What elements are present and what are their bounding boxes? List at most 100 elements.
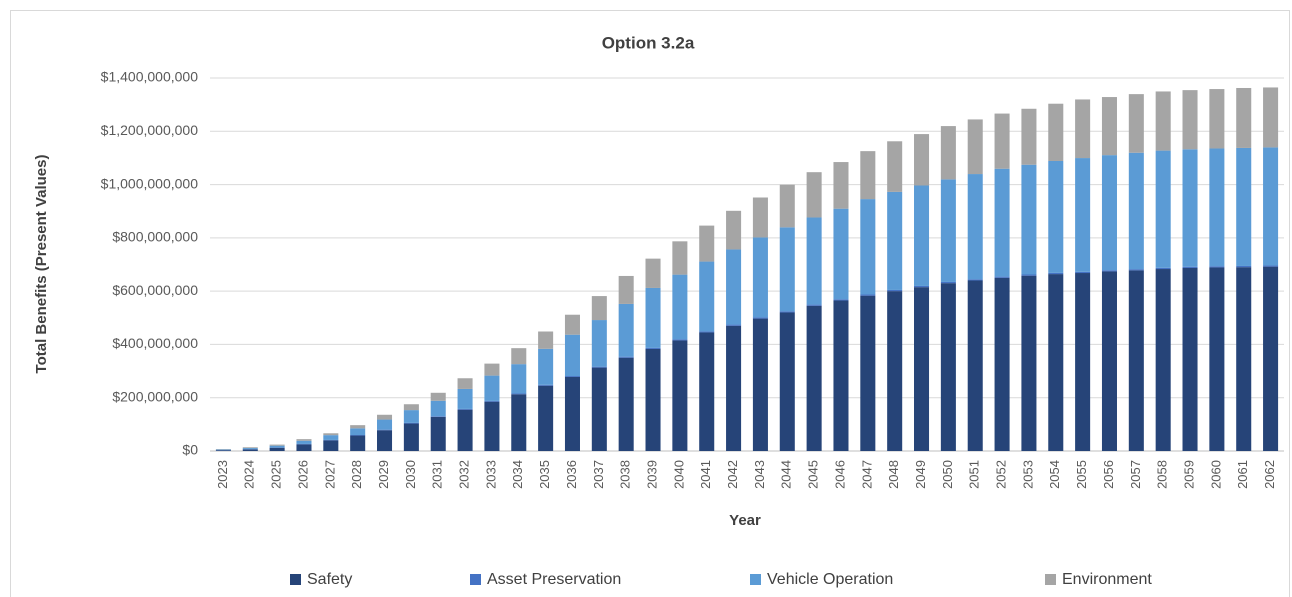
x-tick-label: 2025 bbox=[269, 460, 284, 489]
bar-segment bbox=[377, 414, 393, 420]
x-tick-label: 2035 bbox=[537, 460, 552, 489]
bar-segment bbox=[833, 299, 849, 301]
x-tick-label: 2036 bbox=[564, 460, 579, 489]
bar-segment bbox=[269, 447, 285, 451]
bar-segment bbox=[726, 324, 742, 326]
bar-segment bbox=[1209, 89, 1225, 149]
x-tick-label: 2054 bbox=[1047, 460, 1062, 489]
x-tick-label: 2055 bbox=[1074, 460, 1089, 489]
bar-segment bbox=[726, 210, 742, 250]
bar-segment bbox=[564, 334, 580, 377]
bar-segment bbox=[779, 227, 795, 312]
bar-segment bbox=[511, 394, 527, 451]
bar-segment bbox=[726, 249, 742, 325]
bar-segment bbox=[1048, 274, 1064, 451]
bar-segment bbox=[1075, 273, 1091, 451]
bar-segment bbox=[699, 225, 715, 262]
bar-segment bbox=[1263, 87, 1279, 148]
bar-segment bbox=[1182, 90, 1198, 150]
bar-segment bbox=[914, 134, 930, 186]
x-tick-label: 2058 bbox=[1155, 460, 1170, 489]
legend-swatch bbox=[290, 574, 301, 585]
x-tick-label: 2050 bbox=[940, 460, 955, 489]
bar-segment bbox=[1101, 155, 1117, 271]
bar-segment bbox=[779, 311, 795, 313]
bar-segment bbox=[323, 433, 339, 436]
bar-segment bbox=[806, 305, 822, 451]
bar-segment bbox=[591, 366, 607, 368]
bar-segment bbox=[860, 151, 876, 200]
bar-segment bbox=[403, 422, 419, 424]
y-axis-title: Total Benefits (Present Values) bbox=[33, 155, 50, 374]
legend-swatch bbox=[1045, 574, 1056, 585]
bar-segment bbox=[1182, 267, 1198, 451]
y-tick-label: $200,000,000 bbox=[112, 388, 198, 404]
x-tick-label: 2057 bbox=[1128, 460, 1143, 489]
bar-segment bbox=[940, 179, 956, 282]
bar-segment bbox=[350, 435, 366, 436]
bar-segment bbox=[726, 325, 742, 451]
x-tick-label: 2040 bbox=[671, 460, 686, 489]
bar-segment bbox=[242, 448, 258, 450]
bar-segment bbox=[1048, 272, 1064, 275]
bar-segment bbox=[1128, 270, 1144, 451]
bar-segment bbox=[591, 296, 607, 321]
bar-segment bbox=[887, 141, 903, 192]
bar-segment bbox=[994, 113, 1010, 169]
bar-segment bbox=[860, 295, 876, 451]
bar-segment bbox=[940, 283, 956, 451]
x-tick-label: 2033 bbox=[483, 460, 498, 489]
bar-segment bbox=[887, 191, 903, 290]
bar-segment bbox=[1128, 152, 1144, 270]
bar-segment bbox=[699, 261, 715, 332]
bar-segment bbox=[833, 300, 849, 451]
bar-segment bbox=[645, 258, 661, 288]
x-tick-label: 2038 bbox=[618, 460, 633, 489]
x-tick-label: 2027 bbox=[322, 460, 337, 489]
bar-segment bbox=[1021, 164, 1037, 275]
bar-segment bbox=[538, 348, 554, 385]
x-tick-label: 2048 bbox=[886, 460, 901, 489]
bar-segment bbox=[269, 445, 285, 448]
x-tick-label: 2056 bbox=[1101, 460, 1116, 489]
bar-segment bbox=[699, 331, 715, 333]
bar-segment bbox=[215, 450, 231, 451]
bar-segment bbox=[511, 393, 527, 395]
bar-segment bbox=[1263, 265, 1279, 267]
bar-segment bbox=[645, 347, 661, 349]
bar-segment bbox=[994, 276, 1010, 278]
bar-segment bbox=[752, 317, 768, 319]
x-tick-label: 2062 bbox=[1262, 460, 1277, 489]
x-tick-label: 2026 bbox=[295, 460, 310, 489]
bar-segment bbox=[484, 375, 500, 401]
bar-segment bbox=[591, 367, 607, 451]
bar-segment bbox=[1048, 103, 1064, 161]
bar-segment bbox=[940, 126, 956, 180]
x-tick-label: 2031 bbox=[430, 460, 445, 489]
x-tick-label: 2023 bbox=[215, 460, 230, 489]
bar-segment bbox=[887, 289, 903, 292]
bar-segment bbox=[403, 423, 419, 451]
bar-segment bbox=[296, 439, 312, 441]
legend-label: Environment bbox=[1062, 571, 1152, 588]
bar-segment bbox=[377, 419, 393, 430]
bar-segment bbox=[914, 285, 930, 288]
y-tick-label: $1,200,000,000 bbox=[101, 122, 199, 138]
bar-segment bbox=[1236, 147, 1252, 266]
bar-segment bbox=[1075, 99, 1091, 159]
x-tick-label: 2029 bbox=[376, 460, 391, 489]
bar-segment bbox=[430, 392, 446, 401]
bar-segment bbox=[430, 416, 446, 417]
bar-segment bbox=[1236, 265, 1252, 268]
bar-segment bbox=[779, 184, 795, 228]
chart-title: Option 3.2a bbox=[602, 33, 695, 52]
x-tick-label: 2044 bbox=[779, 460, 794, 489]
bar-segment bbox=[1021, 108, 1037, 165]
bar-segment bbox=[1101, 270, 1117, 272]
legend-label: Vehicle Operation bbox=[767, 571, 893, 588]
x-tick-label: 2047 bbox=[859, 460, 874, 489]
x-tick-label: 2034 bbox=[510, 460, 525, 489]
bar-segment bbox=[860, 199, 876, 295]
bar-segment bbox=[672, 241, 688, 275]
bar-segment bbox=[242, 449, 258, 451]
